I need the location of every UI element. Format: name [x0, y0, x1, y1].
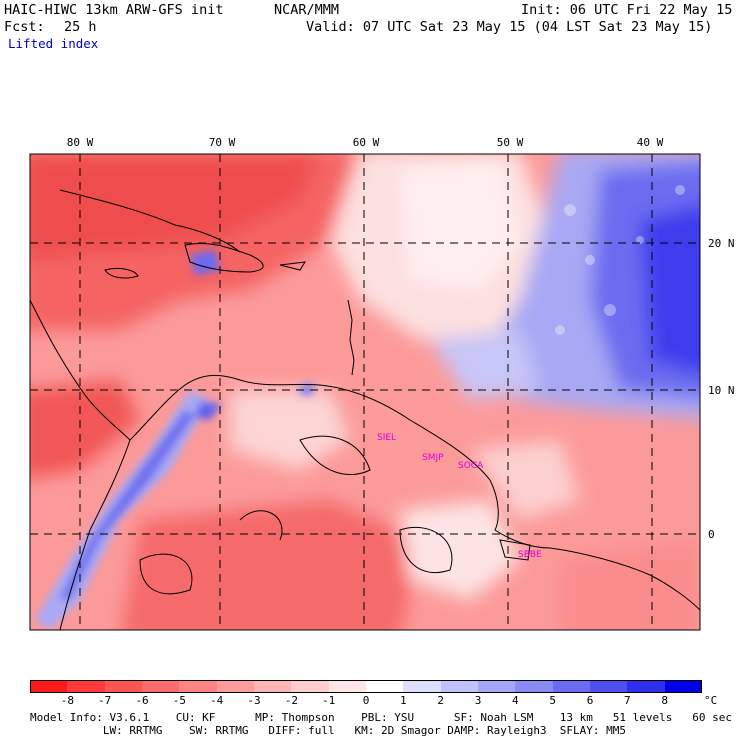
colorbar-swatch [30, 680, 68, 693]
grid [30, 154, 700, 630]
model-info-line2: LW: RRTMG SW: RRTMG DIFF: full KM: 2D Sm… [30, 724, 627, 737]
colorbar-tick-label: -3 [247, 694, 261, 707]
colorbar-swatch [590, 680, 628, 693]
coastlines [30, 189, 700, 630]
lat-label-10n: 10 N [708, 384, 735, 397]
colorbar-tick-label: 1 [400, 694, 407, 707]
lon-label-50w: 50 W [497, 136, 524, 149]
colorbar-tick-label: 2 [437, 694, 444, 707]
lon-label-60w: 60 W [353, 136, 380, 149]
colorbar-swatch [403, 680, 442, 693]
colorbar-tick-label: -6 [135, 694, 149, 707]
lon-label-80w: 80 W [67, 136, 94, 149]
station-soca: SOCA [458, 461, 484, 471]
forecast-hour: 25 h [64, 19, 97, 35]
colorbar-swatch [515, 680, 554, 693]
map-frame [29, 153, 701, 631]
colorbar-tick-label: 4 [512, 694, 519, 707]
colorbar-tick-label: -8 [60, 694, 74, 707]
colorbar-tick-label: 5 [549, 694, 556, 707]
station-smjp: SMJP [422, 453, 444, 463]
colorbar-swatch [627, 680, 666, 693]
colorbar-swatch [440, 680, 479, 693]
colorbar-swatch [104, 680, 143, 693]
station-siel: SIEL [377, 433, 396, 443]
center-label: NCAR/MMM [274, 2, 340, 18]
colorbar-swatch [366, 680, 404, 693]
lat-label-0: 0 [708, 528, 715, 541]
model-info-line1: Model Info: V3.6.1 CU: KF MP: Thompson P… [30, 711, 732, 724]
colorbar-swatch [291, 680, 330, 693]
model-title: HAIC-HIWC 13km ARW-GFS init [4, 2, 224, 18]
lat-label-20n: 20 N [708, 237, 735, 250]
colorbar-tick-label: -7 [98, 694, 112, 707]
colorbar-tick-label: 0 [362, 694, 370, 707]
colorbar-swatch [67, 680, 106, 693]
colorbar-tick-label: -4 [210, 694, 224, 707]
colorbar-tick-label: -1 [322, 694, 336, 707]
colorbar-swatch [254, 680, 292, 693]
colorbar-tick-label: 6 [586, 694, 594, 707]
colorbar-unit: °C [704, 694, 718, 707]
init-time: Init: 06 UTC Fri 22 May 15 [521, 2, 733, 18]
lon-label-40w: 40 W [637, 136, 664, 149]
colorbar-tick-label: -2 [284, 694, 298, 707]
field-name: Lifted index [8, 36, 99, 51]
colorbar-tick-label: 7 [624, 694, 631, 707]
colorbar-swatch [478, 680, 516, 693]
colorbar-tick-label: 3 [474, 694, 482, 707]
colorbar-swatch [142, 680, 180, 693]
lon-label-70w: 70 W [209, 136, 236, 149]
colorbar-swatch [328, 680, 367, 693]
colorbar-swatch [552, 680, 591, 693]
colorbar-tick-label: -5 [172, 694, 186, 707]
shaded-field [30, 154, 700, 630]
colorbar-swatch [664, 680, 703, 693]
colorbar-tick-label: 8 [661, 694, 668, 707]
valid-time: Valid: 07 UTC Sat 23 May 15 (04 LST Sat … [306, 19, 713, 35]
forecast-label: Fcst: [4, 19, 45, 35]
station-sbbe: SBBE [518, 550, 542, 560]
colorbar-swatch [179, 680, 218, 693]
colorbar-swatch [216, 680, 255, 693]
